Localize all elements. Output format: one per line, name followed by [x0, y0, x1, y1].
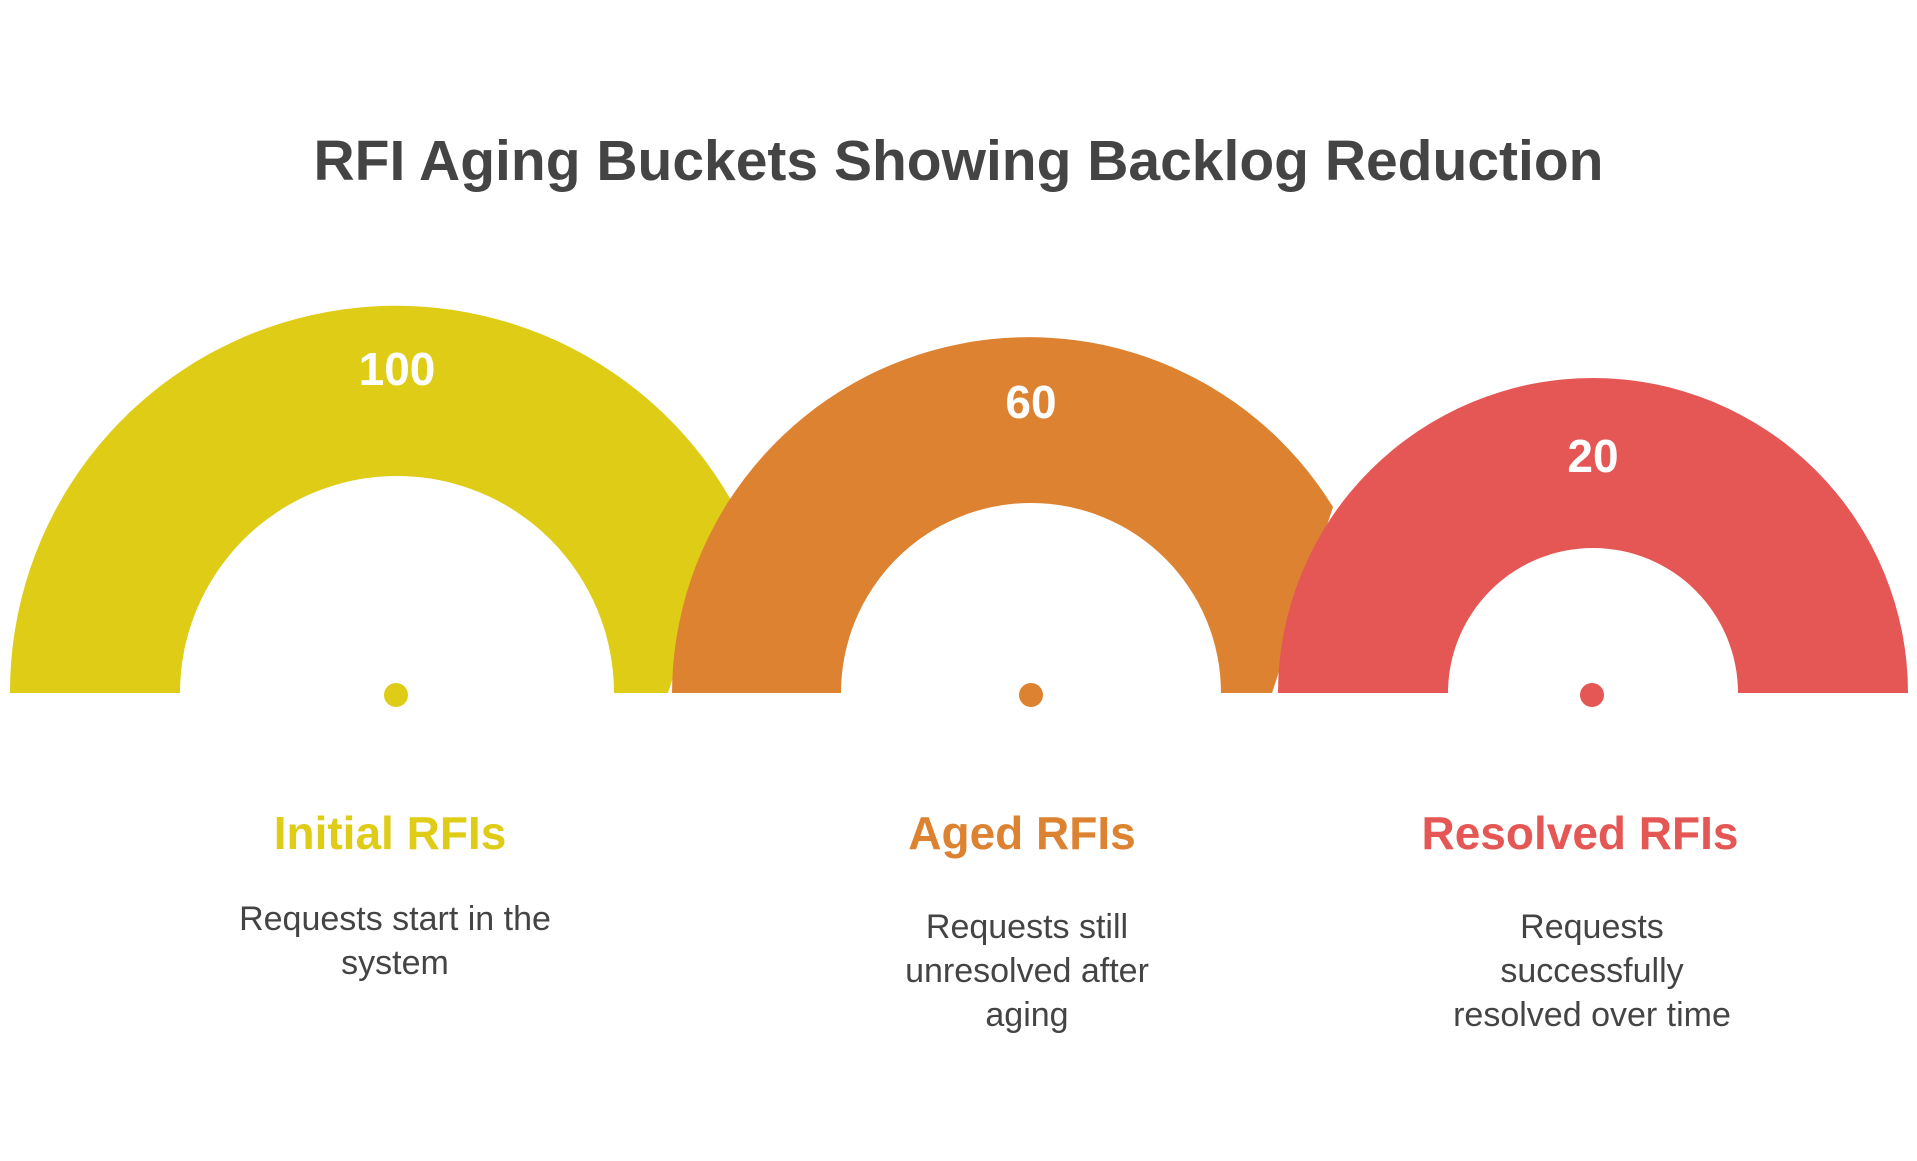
arc-initial-rfis-shape: [9, 305, 732, 693]
arc-resolved-rfis: 20: [1278, 378, 1908, 707]
arc-aged-rfis: 60: [672, 337, 1333, 707]
arc-initial-rfis: 100: [9, 305, 732, 707]
stage-label-initial-rfis: Initial RFIs: [273, 807, 507, 859]
stage-description-initial-rfis: Requests start in the system: [239, 900, 551, 982]
stage-description-resolved-rfis: Requests successfully resolved over time: [1453, 908, 1731, 1034]
arc-initial-rfis-value: 100: [359, 343, 436, 395]
arc-gauges: 100 60 20: [9, 305, 1908, 707]
arc-aged-rfis-dot: [1019, 683, 1043, 707]
arc-aged-rfis-shape: [672, 337, 1333, 693]
stage-label-aged-rfis: Aged RFIs: [908, 807, 1136, 859]
diagram-title: RFI Aging Buckets Showing Backlog Reduct…: [313, 129, 1604, 193]
stage-label-resolved-rfis: Resolved RFIs: [1421, 807, 1739, 859]
arc-initial-rfis-dot: [384, 683, 408, 707]
arc-resolved-rfis-shape: [1278, 378, 1908, 693]
stage-description-aged-rfis: Requests still unresolved after aging: [905, 908, 1149, 1034]
arc-aged-rfis-value: 60: [1005, 376, 1056, 428]
arc-resolved-rfis-value: 20: [1567, 430, 1618, 482]
arc-resolved-rfis-dot: [1580, 683, 1604, 707]
